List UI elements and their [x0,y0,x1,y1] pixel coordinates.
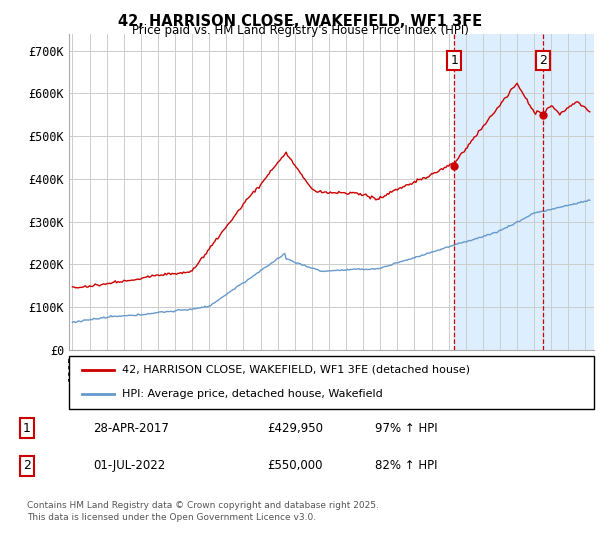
Text: £550,000: £550,000 [267,459,323,473]
Text: 42, HARRISON CLOSE, WAKEFIELD, WF1 3FE (detached house): 42, HARRISON CLOSE, WAKEFIELD, WF1 3FE (… [121,365,470,375]
Text: 97% ↑ HPI: 97% ↑ HPI [375,422,437,435]
Text: 82% ↑ HPI: 82% ↑ HPI [375,459,437,473]
Text: 1: 1 [450,54,458,67]
Text: HPI: Average price, detached house, Wakefield: HPI: Average price, detached house, Wake… [121,389,382,399]
Text: 42, HARRISON CLOSE, WAKEFIELD, WF1 3FE: 42, HARRISON CLOSE, WAKEFIELD, WF1 3FE [118,14,482,29]
Text: Contains HM Land Registry data © Crown copyright and database right 2025.
This d: Contains HM Land Registry data © Crown c… [27,501,379,522]
Text: 2: 2 [539,54,547,67]
FancyBboxPatch shape [69,356,594,409]
Bar [454,34,594,350]
Text: 1: 1 [23,422,31,435]
Text: 2: 2 [23,459,31,473]
Text: £429,950: £429,950 [267,422,323,435]
Text: 28-APR-2017: 28-APR-2017 [93,422,169,435]
Text: 01-JUL-2022: 01-JUL-2022 [93,459,165,473]
Text: Price paid vs. HM Land Registry's House Price Index (HPI): Price paid vs. HM Land Registry's House … [131,24,469,37]
